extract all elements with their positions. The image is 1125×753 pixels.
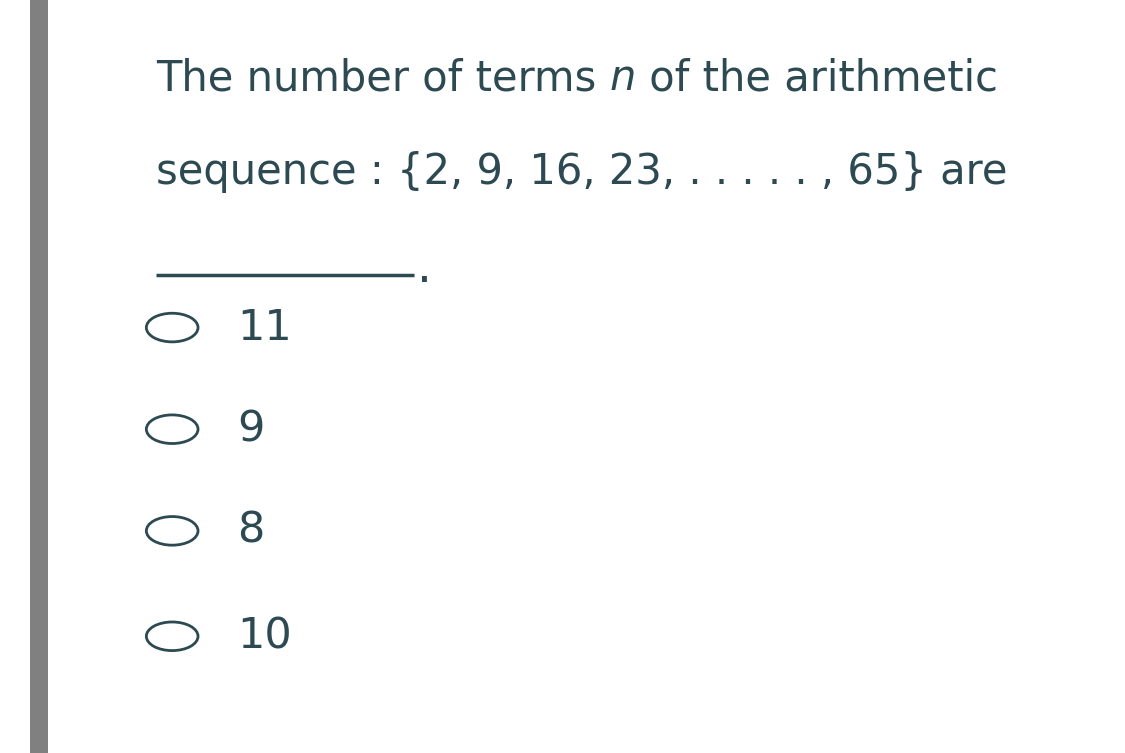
Text: The number of terms: The number of terms [156,57,610,99]
Text: n: n [610,57,636,99]
Text: of the arithmetic: of the arithmetic [636,57,998,99]
Text: 10: 10 [236,615,291,657]
Text: 11: 11 [236,306,291,349]
Text: 9: 9 [236,408,264,450]
Text: sequence : {2, 9, 16, 23, . . . . . , 65} are: sequence : {2, 9, 16, 23, . . . . . , 65… [156,151,1008,194]
Text: 8: 8 [236,510,264,552]
Text: .: . [416,248,432,292]
